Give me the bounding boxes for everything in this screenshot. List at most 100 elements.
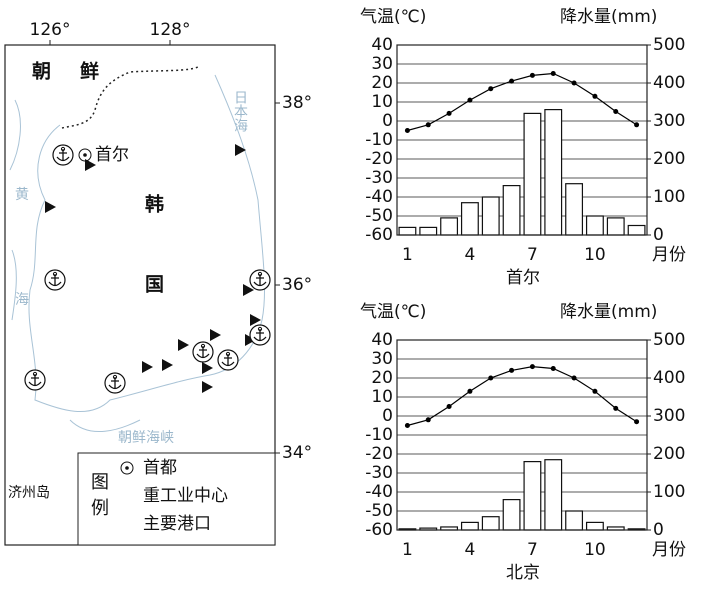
- y2-tick-label: 200: [653, 149, 685, 169]
- y2-tick-label: 300: [653, 111, 685, 131]
- precip-bar: [481, 516, 500, 531]
- chart-name: 北京: [506, 563, 540, 583]
- legend-label: 重工业中心: [143, 486, 228, 506]
- coastline: [9, 99, 141, 433]
- legend-label: 首都: [143, 458, 177, 478]
- temperature-dot: [571, 375, 577, 381]
- temperature-dot: [446, 110, 452, 116]
- y-tick-label: -20: [365, 149, 393, 169]
- y-tick-label: -30: [365, 463, 393, 483]
- charts: 气温(℃) 降水量(mm)-60-50-40-30-20-100102030400…: [360, 7, 686, 583]
- map: 126° 128° 38° 36° 34° 朝 鲜 韩 国 黄 海 日本海 朝鲜…: [4, 20, 312, 546]
- y-tick-label: -40: [365, 187, 393, 207]
- y2-tick-label: 200: [653, 444, 685, 464]
- y-tick-label: -20: [365, 444, 393, 464]
- port-anchor: [200, 343, 206, 349]
- precip-bar: [523, 461, 542, 531]
- chart-name: 首尔: [506, 268, 540, 288]
- lon-label: 126°: [30, 20, 71, 40]
- temperature-dot: [509, 78, 515, 84]
- temperature-dot: [529, 364, 535, 370]
- y2-tick-label: 500: [653, 35, 685, 55]
- coastline: [28, 74, 266, 413]
- x-axis-label: 月份: [652, 245, 686, 265]
- country-label: 国: [145, 274, 164, 296]
- port-anchor: [225, 351, 231, 357]
- plot-frame: [396, 44, 648, 236]
- temperature-dot: [613, 405, 619, 411]
- lat-label: 34°: [282, 443, 312, 463]
- temperature-dot: [404, 128, 410, 133]
- port-anchor: [52, 271, 58, 277]
- y2-tick-label: 300: [653, 406, 685, 426]
- precip-bar: [460, 521, 479, 531]
- temperature-dot: [634, 122, 640, 128]
- temperature-line: [407, 72, 637, 132]
- y-tick-label: 20: [371, 73, 393, 93]
- precip-bar: [481, 196, 500, 236]
- lat-label: 38°: [282, 93, 312, 113]
- port-anchor: [257, 271, 263, 277]
- industrial-center: [243, 284, 254, 296]
- y2-axis-label: 降水量(mm): [560, 302, 657, 322]
- temperature-dot: [550, 366, 556, 371]
- temperature-dot: [467, 388, 473, 394]
- temperature-dot: [509, 367, 515, 373]
- temperature-dot: [529, 72, 535, 78]
- industrial-center: [85, 159, 96, 171]
- y2-tick-label: 0: [653, 225, 664, 245]
- y-tick-label: -40: [365, 482, 393, 502]
- y-tick-label: 30: [371, 54, 393, 74]
- legend-symbol: [125, 466, 129, 470]
- precip-bar: [606, 217, 625, 236]
- country-label: 朝: [32, 61, 51, 83]
- temperature-dot: [488, 86, 494, 92]
- precip-bar: [627, 224, 646, 236]
- port-anchor: [257, 326, 263, 332]
- legend-label: 主要港口: [143, 514, 211, 534]
- y-tick-label: -50: [365, 206, 393, 226]
- precip-bar: [398, 226, 417, 236]
- y-axis-label: 气温(℃): [360, 302, 426, 322]
- legend-box: [77, 452, 276, 546]
- temperature-dot: [425, 417, 431, 423]
- y-axis-label: 气温(℃): [360, 7, 426, 27]
- y-tick-label: -60: [365, 225, 393, 245]
- temperature-dot: [634, 419, 640, 425]
- precip-bar: [585, 521, 604, 531]
- precip-bar: [544, 459, 563, 531]
- sea-label: 朝鲜海峡: [118, 430, 174, 446]
- precip-bar: [585, 215, 604, 236]
- y-tick-label: -50: [365, 501, 393, 521]
- industrial-center: [178, 339, 189, 351]
- precip-bar: [440, 217, 459, 236]
- x-tick-label: 7: [527, 245, 538, 265]
- precip-bar: [565, 183, 584, 236]
- temperature-dot: [425, 122, 431, 128]
- capital-label: 首尔: [95, 145, 129, 165]
- temperature-dot: [404, 423, 410, 428]
- precip-bar: [502, 499, 521, 531]
- port-anchor: [32, 371, 38, 377]
- x-tick-label: 10: [584, 540, 606, 560]
- precip-bar: [502, 185, 521, 236]
- country-label: 韩: [145, 193, 164, 216]
- port-anchor: [60, 146, 66, 152]
- legend-title: 图例: [88, 472, 109, 524]
- y-tick-label: 0: [382, 406, 393, 426]
- x-tick-label: 4: [465, 245, 476, 265]
- industrial-center: [202, 381, 213, 393]
- industrial-center: [235, 144, 246, 156]
- capital-symbol: [83, 153, 87, 157]
- temperature-dot: [488, 375, 494, 381]
- temperature-dot: [467, 97, 473, 103]
- lon-label: 128°: [150, 20, 191, 40]
- legend-symbol: [120, 461, 134, 475]
- precip-bar: [460, 202, 479, 236]
- y-tick-label: 30: [371, 349, 393, 369]
- x-axis-label: 月份: [652, 540, 686, 560]
- y-tick-label: 40: [371, 330, 393, 350]
- border: [61, 65, 201, 129]
- y-tick-label: -30: [365, 168, 393, 188]
